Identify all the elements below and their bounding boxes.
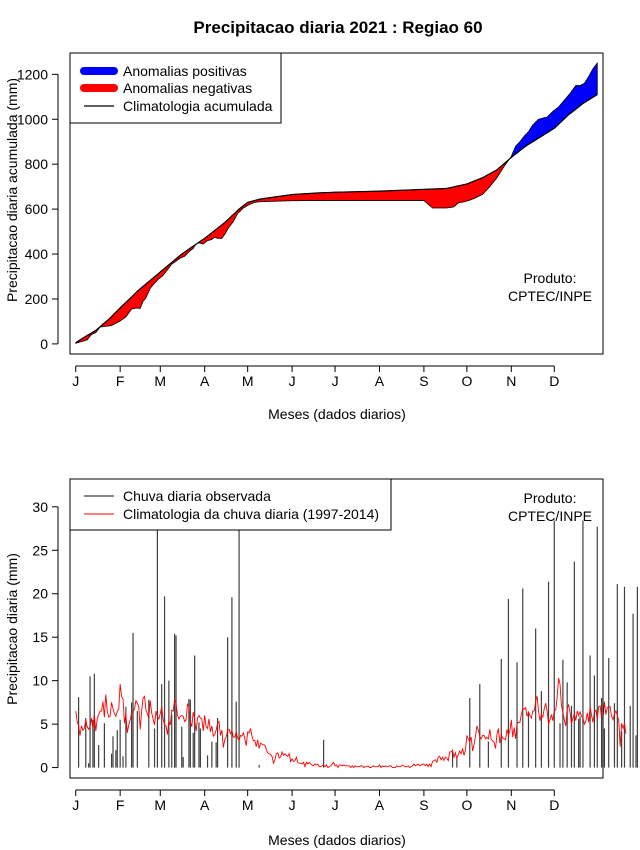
top-x-axis-label: Meses (dados diarios) [268, 406, 406, 422]
bottom-watermark-line2: CPTEC/INPE [508, 508, 592, 524]
negative-anomaly-area [75, 244, 197, 344]
bottom-x-tick-label: J [289, 797, 296, 813]
top-legend: Anomalias positivas Anomalias negativas … [69, 52, 282, 124]
legend-observed-label: Chuva diaria observada [123, 488, 271, 504]
bottom-x-tick-label: S [419, 797, 428, 813]
top-y-tick-label: 200 [25, 291, 49, 307]
top-y-tick-label: 1200 [17, 66, 48, 82]
top-y-tick-label: 1000 [17, 111, 48, 127]
bottom-legend-box [69, 478, 392, 531]
daily-climatology-line [75, 677, 627, 769]
bottom-x-tick-label: N [506, 797, 516, 813]
climatology-cumulative-line [75, 94, 598, 344]
bottom-x-tick-label: J [72, 797, 79, 813]
bottom-watermark-line1: Produto: [524, 490, 577, 506]
bottom-y-tick-label: 20 [32, 586, 48, 602]
bottom-x-tick-label: A [200, 797, 210, 813]
top-x-tick-label: A [375, 373, 385, 389]
top-x-tick-label: J [332, 373, 339, 389]
top-watermark-line2: CPTEC/INPE [508, 288, 592, 304]
top-x-tick-label: J [289, 373, 296, 389]
top-y-axis-label: Precipitacao diaria acumulada (mm) [4, 78, 20, 302]
bottom-x-tick-label: D [549, 797, 559, 813]
bottom-x-tick-label: F [116, 797, 125, 813]
bottom-y-tick-label: 30 [32, 499, 48, 515]
legend-climatology-label: Climatologia acumulada [123, 98, 273, 114]
bottom-y-tick-label: 10 [32, 673, 48, 689]
top-x-tick-label: D [549, 373, 559, 389]
bottom-plot-area [75, 515, 638, 769]
top-x-tick-label: S [419, 373, 428, 389]
bottom-x-tick-label: M [242, 797, 254, 813]
figure-title: Precipitacao diaria 2021 : Regiao 60 [193, 18, 482, 37]
bottom-y-axis: 0 5 10 15 20 25 30 [32, 499, 59, 776]
top-x-tick-label: F [116, 373, 125, 389]
top-x-tick-label: A [200, 373, 210, 389]
bottom-x-tick-label: O [461, 797, 472, 813]
bottom-x-axis-label: Meses (dados diarios) [268, 832, 406, 848]
positive-anomaly-area [508, 61, 598, 160]
top-y-tick-label: 400 [25, 246, 49, 262]
top-x-tick-label: M [242, 373, 254, 389]
bottom-x-tick-label: J [332, 797, 339, 813]
top-x-tick-label: J [72, 373, 79, 389]
top-watermark-line1: Produto: [524, 270, 577, 286]
top-x-tick-label: N [506, 373, 516, 389]
top-y-tick-label: 800 [25, 156, 49, 172]
bottom-y-tick-label: 25 [32, 542, 48, 558]
bottom-legend: Chuva diaria observada Climatologia da c… [69, 478, 392, 531]
negative-anomaly-area [196, 158, 510, 245]
top-y-tick-label: 600 [25, 201, 49, 217]
bottom-x-tick-label: A [375, 797, 385, 813]
top-y-tick-label: 0 [40, 336, 48, 352]
top-x-tick-label: O [461, 373, 472, 389]
legend-daily-climatology-label: Climatologia da chuva diaria (1997-2014) [123, 506, 379, 522]
top-x-tick-label: M [154, 373, 166, 389]
bottom-y-tick-label: 5 [40, 716, 48, 732]
legend-negative-label: Anomalias negativas [123, 80, 252, 96]
bottom-y-axis-label: Precipitacao diaria (mm) [4, 553, 20, 705]
bottom-y-tick-label: 15 [32, 629, 48, 645]
bottom-y-tick-label: 0 [40, 760, 48, 776]
bottom-x-tick-label: M [154, 797, 166, 813]
bottom-panel: 0 5 10 15 20 25 30 J F M A M J J A S O N D Precipitacao d… [4, 478, 638, 848]
top-panel: 0 200 400 600 800 1000 1200 J F M A M J J A S O N D Preci… [4, 52, 604, 422]
top-plot-area [75, 61, 598, 344]
legend-positive-label: Anomalias positivas [123, 63, 247, 79]
top-plot-frame [69, 52, 604, 355]
top-y-axis: 0 200 400 600 800 1000 1200 [17, 66, 59, 352]
